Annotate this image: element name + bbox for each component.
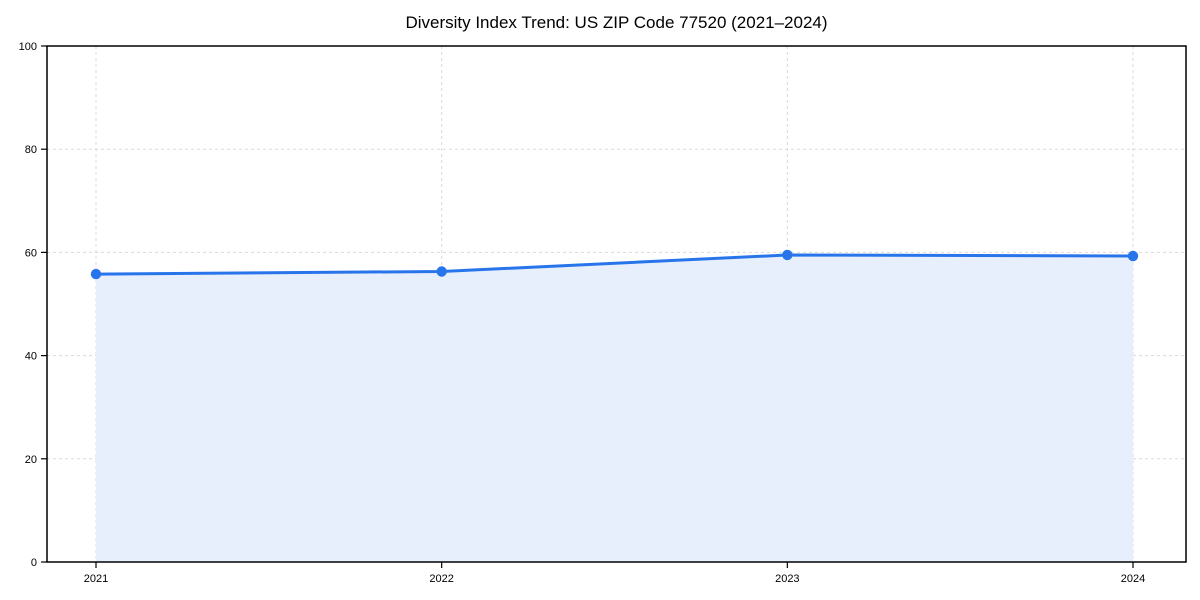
- plot-border: [46, 45, 1187, 563]
- area-fill: [96, 254, 1133, 563]
- x-tick-label: 2023: [775, 573, 799, 585]
- y-tick-label: 100: [19, 41, 37, 53]
- y-tick-label: 80: [25, 144, 37, 156]
- y-tick-label: 40: [25, 351, 37, 363]
- data-point: [782, 249, 793, 261]
- data-point: [1127, 250, 1139, 262]
- x-tick-label: 2021: [84, 573, 108, 585]
- y-tick-label: 60: [25, 247, 37, 259]
- chart-title: Diversity Index Trend: US ZIP Code 77520…: [405, 13, 828, 32]
- data-point: [436, 266, 447, 277]
- x-tick-label: 2024: [1121, 573, 1145, 585]
- x-tick-label: 2022: [429, 573, 453, 585]
- y-tick-label: 20: [25, 454, 37, 466]
- y-tick-label: 0: [31, 557, 37, 569]
- data-point: [90, 268, 102, 280]
- trend-line: [94, 253, 1135, 276]
